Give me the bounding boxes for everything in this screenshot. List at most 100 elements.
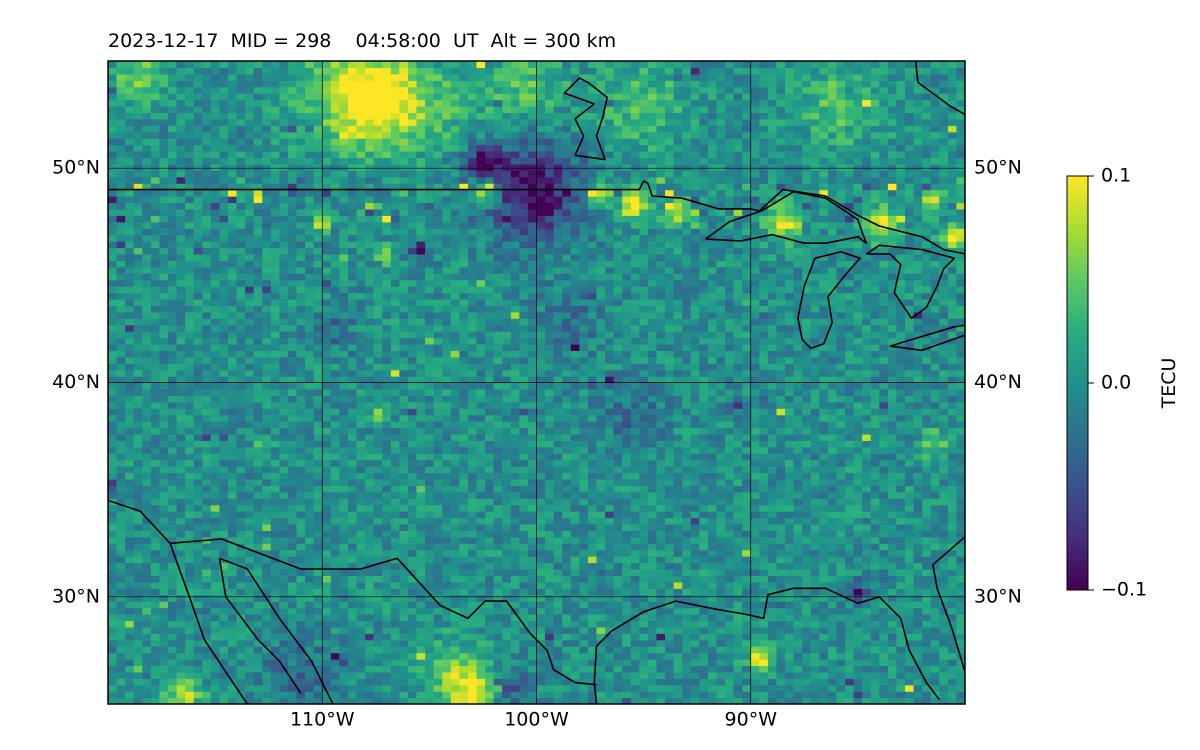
tec-cell [913, 382, 923, 390]
tec-cell [913, 620, 923, 628]
tec-cell [382, 511, 392, 519]
tec-cell [776, 446, 786, 454]
tec-cell [493, 536, 503, 544]
tec-cell [836, 478, 846, 486]
tec-cell [442, 646, 452, 654]
tec-cell [425, 658, 435, 667]
tec-cell [707, 601, 718, 609]
tec-cell [845, 382, 855, 390]
tec-cell [450, 414, 460, 422]
tec-cell [836, 536, 846, 544]
tec-cell [622, 646, 632, 654]
tec-cell [827, 504, 838, 512]
tec-cell [699, 543, 709, 551]
tec-cell [330, 626, 340, 634]
tec-cell [870, 401, 880, 409]
tec-cell [193, 472, 203, 480]
tec-cell [699, 504, 709, 512]
tec-cell [930, 446, 940, 454]
tec-cell [159, 658, 169, 667]
tec-cell [896, 530, 906, 538]
tec-cell [262, 433, 272, 441]
tec-cell [167, 671, 178, 679]
tec-cell [759, 517, 769, 525]
tec-cell [287, 408, 298, 416]
tec-cell [562, 588, 572, 596]
tec-cell [570, 472, 580, 480]
tec-cell [613, 620, 623, 628]
tec-cell [433, 620, 443, 628]
tec-cell [759, 607, 769, 615]
tec-cell [802, 607, 812, 615]
tec-cell [545, 421, 555, 429]
tec-cell [802, 697, 812, 704]
tec-cell [339, 613, 349, 622]
tec-cell [767, 446, 778, 454]
tec-cell [296, 523, 306, 531]
tec-cell [125, 498, 135, 506]
tec-cell [347, 697, 358, 704]
tec-cell [433, 665, 443, 673]
tec-cell [167, 658, 178, 667]
tec-cell [716, 536, 726, 544]
tec-cell [167, 440, 178, 448]
tec-cell [236, 536, 246, 544]
tec-cell [305, 466, 315, 474]
tec-cell [339, 556, 349, 564]
tec-cell [245, 684, 255, 692]
tec-cell [596, 414, 606, 422]
tec-cell [467, 671, 478, 679]
tec-cell [407, 433, 418, 441]
tec-cell [570, 568, 580, 576]
tec-cell [519, 691, 529, 699]
tec-cell [905, 568, 915, 576]
tec-cell [116, 562, 126, 570]
tec-cell [236, 530, 246, 538]
tec-cell [956, 568, 965, 576]
tec-cell [879, 440, 889, 448]
tec-cell [476, 581, 486, 589]
tec-cell [939, 594, 949, 602]
tec-cell [116, 466, 126, 474]
tec-cell [510, 658, 520, 667]
tec-cell [699, 646, 709, 654]
tec-cell [836, 453, 846, 461]
tec-cell [939, 440, 949, 448]
tec-cell [665, 678, 675, 686]
tec-cell [253, 401, 263, 409]
tec-cell [476, 414, 486, 422]
tec-cell [433, 581, 443, 589]
tec-cell [553, 549, 563, 557]
tec-cell [545, 678, 555, 686]
tec-cell [519, 652, 529, 660]
tec-cell [716, 639, 726, 647]
tec-cell [879, 626, 889, 634]
tec-cell [108, 388, 118, 396]
tec-cell [296, 633, 306, 641]
tec-cell [407, 517, 418, 525]
tec-cell [947, 678, 958, 686]
tec-cell [930, 530, 940, 538]
tec-cell [253, 498, 263, 506]
tec-cell [613, 691, 623, 699]
tec-cell [939, 684, 949, 692]
tec-cell [210, 626, 221, 634]
tec-cell [322, 523, 332, 531]
tec-cell [836, 620, 846, 628]
tec-cell [433, 466, 443, 474]
tec-cell [305, 523, 315, 531]
tec-cell [245, 549, 255, 557]
tec-cell [347, 684, 358, 692]
tec-cell [450, 678, 460, 686]
tec-cell [399, 433, 409, 441]
tec-cell [862, 684, 872, 692]
tec-cell [305, 421, 315, 429]
tec-cell [887, 549, 898, 557]
tec-cell [956, 581, 965, 589]
tec-cell [425, 523, 435, 531]
tec-cell [202, 395, 212, 403]
tec-cell [570, 504, 580, 512]
tec-cell [742, 646, 752, 654]
tec-cell [108, 440, 118, 448]
tec-cell [356, 459, 366, 467]
